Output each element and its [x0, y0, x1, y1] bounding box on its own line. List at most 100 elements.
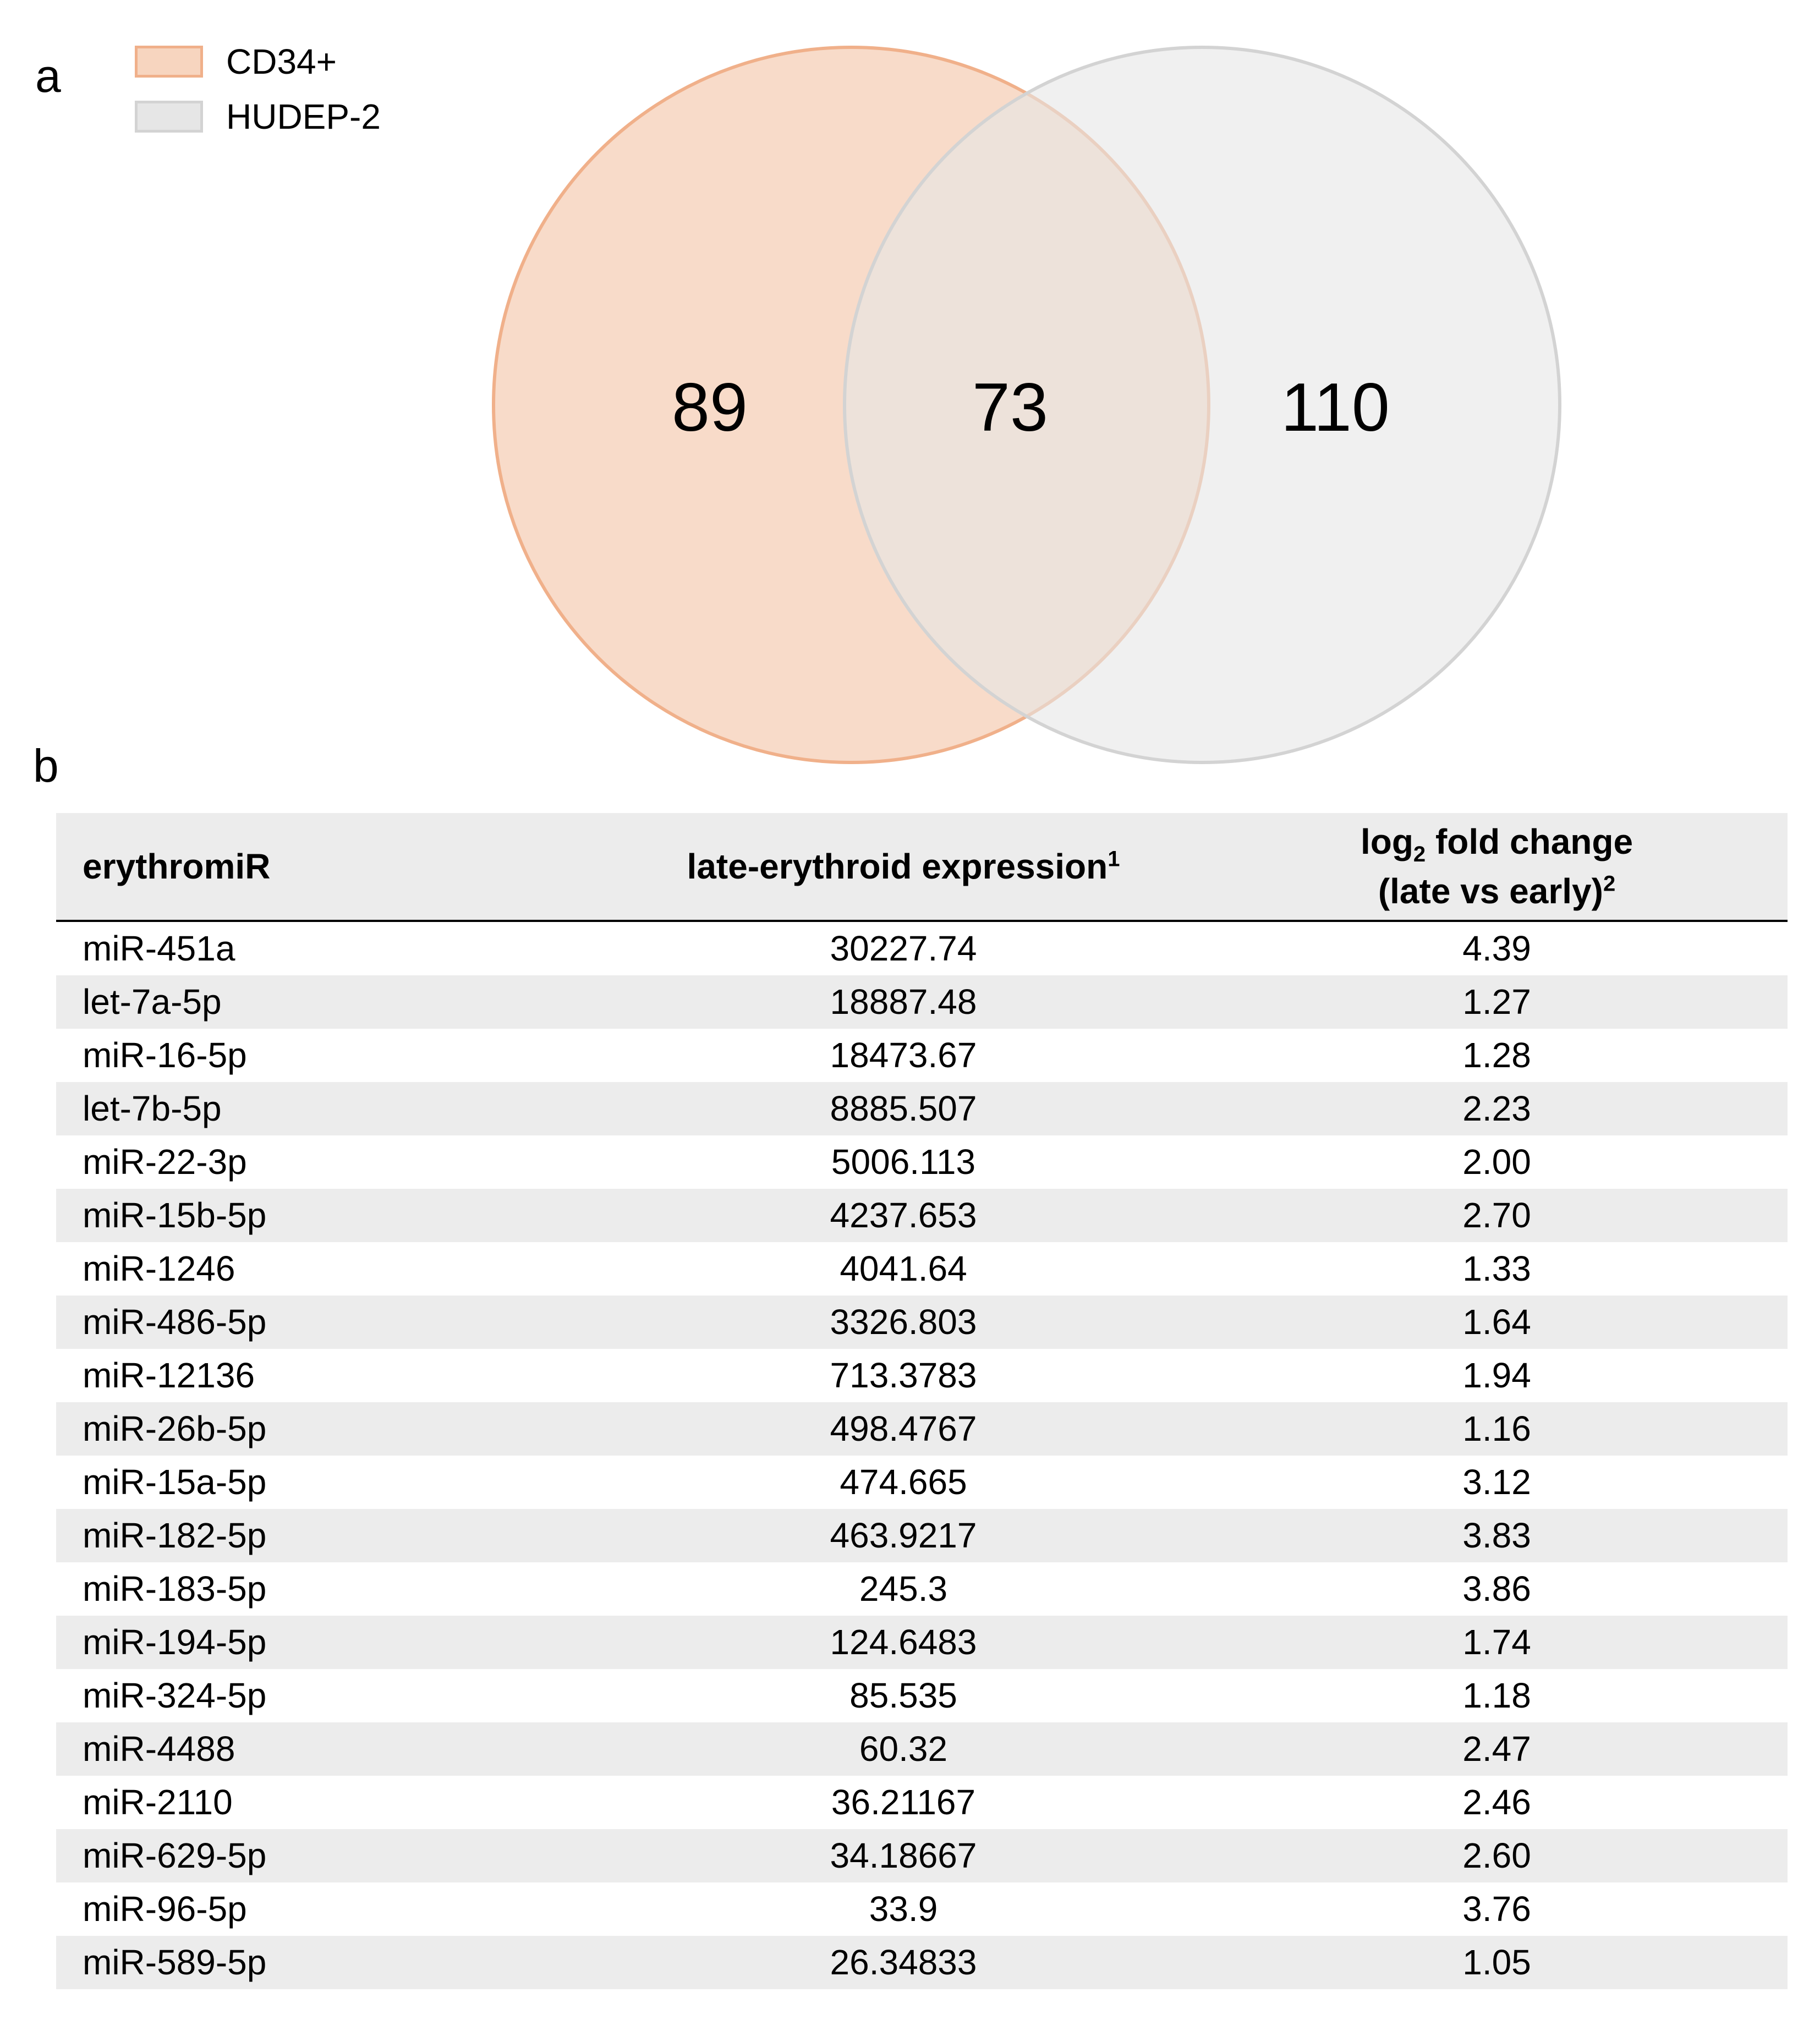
cell-log2-fold-change: 3.76 — [1462, 1889, 1531, 1929]
cell-log2-fold-change: 3.86 — [1462, 1569, 1531, 1609]
header-erythromir: erythromiR — [56, 813, 601, 922]
cell-log2-fold-change: 1.64 — [1462, 1302, 1531, 1342]
cell-late-expression: 245.3 — [859, 1569, 948, 1609]
panel-b-label: b — [33, 740, 59, 792]
cell-late-expression: 8885.507 — [830, 1089, 977, 1128]
legend-swatch-cd34 — [135, 46, 203, 78]
cell-erythromir: miR-12136 — [83, 1355, 255, 1395]
cell-erythromir: miR-2110 — [83, 1782, 233, 1822]
cell-late-expression: 5006.113 — [831, 1142, 976, 1182]
cell-late-expression: 4041.64 — [840, 1249, 967, 1288]
table-row: miR-22-3p 5006.113 2.00 — [56, 1135, 1788, 1189]
cell-late-expression: 36.21167 — [831, 1782, 976, 1822]
legend-label-hudep2: HUDEP-2 — [226, 97, 381, 136]
cell-erythromir: miR-1246 — [83, 1249, 235, 1288]
table-row: miR-629-5p 34.18667 2.60 — [56, 1829, 1788, 1882]
cell-erythromir: miR-589-5p — [83, 1942, 267, 1982]
legend-item-cd34: CD34+ — [135, 44, 337, 79]
table-row: miR-194-5p 124.6483 1.74 — [56, 1616, 1788, 1669]
cell-erythromir: let-7b-5p — [83, 1089, 222, 1128]
venn-diagram: 89 73 110 — [492, 46, 1561, 764]
cell-log2-fold-change: 2.60 — [1462, 1836, 1531, 1875]
cell-late-expression: 463.9217 — [830, 1516, 977, 1555]
cell-late-expression: 26.34833 — [830, 1942, 977, 1982]
cell-late-expression: 33.9 — [869, 1889, 938, 1929]
cell-log2-fold-change: 2.23 — [1462, 1089, 1531, 1128]
cell-log2-fold-change: 2.47 — [1462, 1729, 1531, 1769]
cell-log2-fold-change: 1.16 — [1462, 1409, 1531, 1448]
cell-erythromir: miR-182-5p — [83, 1516, 267, 1555]
table-row: miR-183-5p 245.3 3.86 — [56, 1562, 1788, 1616]
venn-count-hudep2-only: 110 — [1281, 370, 1390, 446]
cell-erythromir: miR-629-5p — [83, 1836, 267, 1875]
table-row: miR-15b-5p 4237.653 2.70 — [56, 1189, 1788, 1242]
cell-log2-fold-change: 2.46 — [1462, 1782, 1531, 1822]
cell-late-expression: 18887.48 — [830, 982, 977, 1022]
cell-erythromir: let-7a-5p — [83, 982, 222, 1022]
cell-log2-fold-change: 1.74 — [1462, 1622, 1531, 1662]
table-row: miR-324-5p 85.535 1.18 — [56, 1669, 1788, 1722]
cell-log2-fold-change: 1.94 — [1462, 1355, 1531, 1395]
cell-late-expression: 124.6483 — [830, 1622, 977, 1662]
cell-log2-fold-change: 1.05 — [1462, 1942, 1531, 1982]
cell-log2-fold-change: 1.18 — [1462, 1676, 1531, 1715]
cell-late-expression: 713.3783 — [830, 1355, 977, 1395]
cell-log2-fold-change: 4.39 — [1462, 929, 1531, 968]
erythromir-table-container: erythromiR late-erythroid expression1 lo… — [56, 813, 1788, 1989]
table-row: miR-182-5p 463.9217 3.83 — [56, 1509, 1788, 1562]
table-row: miR-16-5p 18473.67 1.28 — [56, 1029, 1788, 1082]
cell-late-expression: 4237.653 — [830, 1195, 977, 1235]
table-row: let-7b-5p 8885.507 2.23 — [56, 1082, 1788, 1135]
cell-erythromir: miR-486-5p — [83, 1302, 267, 1342]
table-row: miR-4488 60.32 2.47 — [56, 1722, 1788, 1776]
table-row: miR-1246 4041.64 1.33 — [56, 1242, 1788, 1296]
cell-erythromir: miR-15b-5p — [83, 1195, 267, 1235]
legend-swatch-hudep2 — [135, 101, 203, 133]
cell-erythromir: miR-22-3p — [83, 1142, 247, 1182]
cell-late-expression: 498.4767 — [830, 1409, 977, 1448]
header-log2-fold-change: log2 fold change (late vs early)2 — [1206, 813, 1788, 922]
cell-late-expression: 18473.67 — [830, 1035, 977, 1075]
table-row: miR-12136 713.3783 1.94 — [56, 1349, 1788, 1402]
table-row: miR-96-5p 33.9 3.76 — [56, 1882, 1788, 1936]
venn-count-intersection: 73 — [972, 370, 1048, 446]
cell-late-expression: 30227.74 — [830, 929, 977, 968]
cell-late-expression: 85.535 — [849, 1676, 957, 1715]
cell-erythromir: miR-194-5p — [83, 1622, 267, 1662]
table-row: miR-15a-5p 474.665 3.12 — [56, 1456, 1788, 1509]
legend-item-hudep2: HUDEP-2 — [135, 99, 381, 134]
table-row: miR-486-5p 3326.803 1.64 — [56, 1296, 1788, 1349]
cell-late-expression: 34.18667 — [830, 1836, 977, 1875]
cell-log2-fold-change: 2.70 — [1462, 1195, 1531, 1235]
legend-label-cd34: CD34+ — [226, 42, 337, 81]
table-body: miR-451a 30227.74 4.39 let-7a-5p 18887.48 1.2… — [56, 921, 1788, 1989]
table-row: miR-26b-5p 498.4767 1.16 — [56, 1402, 1788, 1456]
cell-late-expression: 3326.803 — [830, 1302, 977, 1342]
venn-count-cd34-only: 89 — [672, 370, 748, 446]
cell-late-expression: 60.32 — [859, 1729, 948, 1769]
cell-erythromir: miR-183-5p — [83, 1569, 267, 1609]
cell-erythromir: miR-15a-5p — [83, 1462, 267, 1502]
cell-log2-fold-change: 1.33 — [1462, 1249, 1531, 1288]
cell-erythromir: miR-26b-5p — [83, 1409, 267, 1448]
table-row: let-7a-5p 18887.48 1.27 — [56, 975, 1788, 1029]
cell-log2-fold-change: 3.12 — [1462, 1462, 1531, 1502]
venn-circle-hudep2 — [843, 46, 1561, 764]
cell-late-expression: 474.665 — [840, 1462, 967, 1502]
cell-log2-fold-change: 3.83 — [1462, 1516, 1531, 1555]
cell-erythromir: miR-324-5p — [83, 1676, 267, 1715]
cell-erythromir: miR-16-5p — [83, 1035, 247, 1075]
table-row: miR-451a 30227.74 4.39 — [56, 921, 1788, 975]
header-late-erythroid-expression: late-erythroid expression1 — [601, 813, 1206, 922]
panel-a-label: a — [35, 50, 61, 102]
cell-erythromir: miR-96-5p — [83, 1889, 247, 1929]
cell-erythromir: miR-451a — [83, 929, 235, 968]
cell-log2-fold-change: 1.28 — [1462, 1035, 1531, 1075]
table-row: miR-2110 36.21167 2.46 — [56, 1776, 1788, 1829]
cell-log2-fold-change: 2.00 — [1462, 1142, 1531, 1182]
cell-erythromir: miR-4488 — [83, 1729, 235, 1769]
table-header-row: erythromiR late-erythroid expression1 lo… — [56, 813, 1788, 922]
table-row: miR-589-5p 26.34833 1.05 — [56, 1936, 1788, 1989]
erythromir-table: erythromiR late-erythroid expression1 lo… — [56, 813, 1788, 1989]
cell-log2-fold-change: 1.27 — [1462, 982, 1531, 1022]
